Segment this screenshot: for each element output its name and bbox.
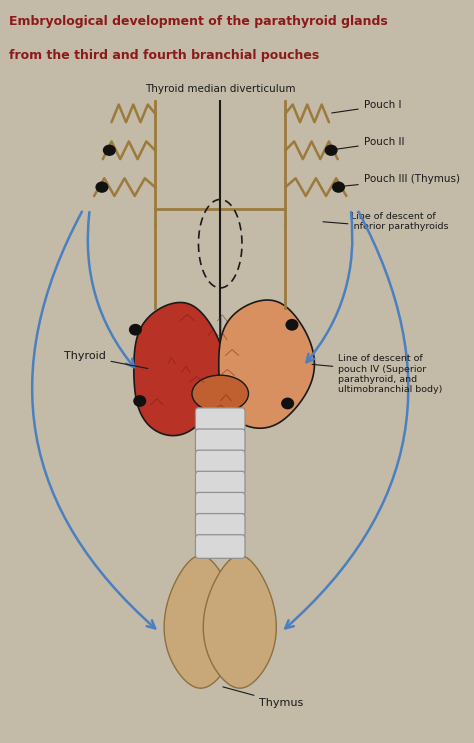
Text: Embryological development of the parathyroid glands: Embryological development of the parathy…	[9, 15, 388, 28]
Text: from the third and fourth branchial pouches: from the third and fourth branchial pouc…	[9, 50, 319, 62]
Text: Pouch II: Pouch II	[332, 137, 404, 150]
Polygon shape	[219, 300, 314, 428]
FancyBboxPatch shape	[195, 513, 245, 537]
Text: Line of descent of
inferior parathyroids: Line of descent of inferior parathyroids	[351, 212, 448, 231]
FancyBboxPatch shape	[195, 429, 245, 452]
Text: Thyroid: Thyroid	[64, 351, 148, 369]
Text: Pouch III (Thymus): Pouch III (Thymus)	[336, 174, 460, 186]
Polygon shape	[164, 556, 237, 688]
Ellipse shape	[103, 145, 116, 156]
Ellipse shape	[192, 375, 248, 412]
FancyBboxPatch shape	[195, 471, 245, 495]
Polygon shape	[203, 556, 276, 688]
Ellipse shape	[133, 395, 146, 407]
Text: Line of descent of
pouch IV (Superior
parathyroid, and
ultimobranchial body): Line of descent of pouch IV (Superior pa…	[337, 354, 442, 395]
Ellipse shape	[332, 181, 345, 192]
FancyBboxPatch shape	[195, 493, 245, 516]
Ellipse shape	[129, 324, 142, 336]
Ellipse shape	[281, 398, 294, 409]
FancyBboxPatch shape	[195, 450, 245, 474]
Ellipse shape	[95, 181, 109, 192]
Text: Thymus: Thymus	[223, 687, 304, 708]
Text: Pouch I: Pouch I	[332, 100, 401, 113]
FancyBboxPatch shape	[195, 408, 245, 432]
Text: Thyroid median diverticulum: Thyroid median diverticulum	[145, 84, 295, 94]
Ellipse shape	[285, 319, 299, 331]
FancyBboxPatch shape	[195, 535, 245, 558]
Polygon shape	[134, 302, 225, 435]
Ellipse shape	[325, 145, 337, 156]
